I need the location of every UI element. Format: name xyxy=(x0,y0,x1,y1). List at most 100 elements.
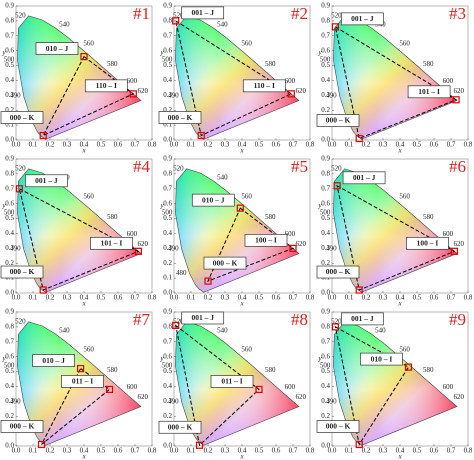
x-tick-label: 0.0 xyxy=(12,294,21,302)
x-tick-label: 0.8 xyxy=(148,447,157,455)
point-label: 011 – I xyxy=(72,377,93,386)
data-point xyxy=(355,440,363,449)
gamut-fill xyxy=(333,168,457,293)
x-tick-label: 0.1 xyxy=(187,447,196,455)
y-tick-label: 0.3 xyxy=(321,397,330,405)
x-axis-label: x xyxy=(81,300,86,308)
x-tick-label: 0.1 xyxy=(29,141,38,149)
gamut-fill xyxy=(333,15,457,140)
x-tick-label: 0.3 xyxy=(63,141,72,149)
x-tick-label: 0.1 xyxy=(345,294,354,302)
y-tick-label: 0.4 xyxy=(163,382,172,390)
data-point xyxy=(76,364,85,373)
wavelength-label: 560 xyxy=(399,346,410,354)
point-label: 000 – K xyxy=(213,258,238,267)
x-tick-label: 0.8 xyxy=(464,447,473,455)
y-tick-label: 0.2 xyxy=(321,412,330,420)
point-label: 101 – I xyxy=(418,87,440,96)
wavelength-label: 500 xyxy=(162,56,173,64)
x-tick-label: 0.2 xyxy=(362,294,371,302)
point-label: 010 – J xyxy=(202,195,225,204)
point-label: 010 – I xyxy=(371,354,393,363)
wavelength-label: 490 xyxy=(168,398,179,406)
x-tick-label: 0.4 xyxy=(238,447,247,455)
y-tick-label: 0.1 xyxy=(163,274,172,282)
wavelength-label: 520 xyxy=(15,164,26,172)
y-tick-label: 0.7 xyxy=(5,31,14,39)
x-tick-label: 0.0 xyxy=(170,141,179,149)
y-tick-label: 0.5 xyxy=(5,61,14,69)
y-tick-label: 0.0 xyxy=(321,136,330,144)
wavelength-label: 520 xyxy=(15,317,26,325)
y-tick-label: 0.6 xyxy=(5,46,14,54)
wavelength-label: 620 xyxy=(453,240,464,248)
x-tick-label: 0.7 xyxy=(289,447,298,455)
y-tick-label: 0.7 xyxy=(5,337,14,345)
x-tick-label: 0.0 xyxy=(170,294,179,302)
wavelength-label: 490 xyxy=(168,92,179,100)
x-tick-label: 0.4 xyxy=(238,294,247,302)
x-tick-label: 0.1 xyxy=(345,447,354,455)
wavelength-label: 600 xyxy=(127,77,138,85)
x-tick-label: 0.5 xyxy=(413,447,422,455)
data-point xyxy=(331,323,339,331)
label-box xyxy=(342,171,386,185)
wavelength-label: 520 xyxy=(331,317,342,325)
panel: 0.00.10.20.30.40.50.60.70.80.00.10.20.30… xyxy=(158,308,315,460)
y-tick-label: 0.6 xyxy=(163,46,172,54)
y-tick-label: 0.4 xyxy=(321,382,330,390)
y-tick-label: 0.9 xyxy=(5,308,14,316)
wavelength-label: 540 xyxy=(217,326,228,334)
x-tick-label: 0.0 xyxy=(12,447,21,455)
x-tick-label: 0.6 xyxy=(430,141,439,149)
y-tick-label: 0.3 xyxy=(163,91,172,99)
y-tick-label: 0.2 xyxy=(5,259,14,267)
label-box xyxy=(341,312,384,326)
wavelength-label: 520 xyxy=(331,164,342,172)
x-tick-label: 0.1 xyxy=(187,294,196,302)
x-axis-label: x xyxy=(397,453,402,460)
y-tick-label: 0.8 xyxy=(321,322,330,330)
y-tick-label: 0.5 xyxy=(321,214,330,222)
gamut-triangle xyxy=(334,25,458,140)
label-box xyxy=(158,111,202,124)
y-tick-label: 0.2 xyxy=(163,412,172,420)
y-tick-label: 0.2 xyxy=(5,412,14,420)
y-tick-label: 0.8 xyxy=(5,16,14,24)
gamut-triangle xyxy=(174,324,260,447)
y-tick-label: 0.7 xyxy=(163,184,172,192)
label-box xyxy=(61,375,104,388)
x-tick-label: 0.3 xyxy=(221,294,230,302)
wavelength-label: 500 xyxy=(4,362,15,370)
y-tick-label: 0.9 xyxy=(5,155,14,163)
x-tick-label: 0.5 xyxy=(255,294,264,302)
label-box xyxy=(244,233,288,247)
label-box xyxy=(316,265,360,279)
wavelength-label: 520 xyxy=(15,11,26,19)
y-axis-label: y xyxy=(317,202,322,210)
data-point xyxy=(172,321,180,329)
y-tick-label: 0.4 xyxy=(5,76,14,84)
x-tick-label: 0.6 xyxy=(114,447,123,455)
y-tick-label: 0.3 xyxy=(5,397,14,405)
gamut-fill xyxy=(175,15,299,140)
panel-title: #4 xyxy=(133,157,151,176)
y-tick-label: 0.0 xyxy=(163,289,172,297)
point-label: 000 – K xyxy=(326,116,351,125)
wavelength-label: 490 xyxy=(10,92,21,100)
x-tick-label: 0.7 xyxy=(289,294,298,302)
data-point xyxy=(195,441,204,449)
wavelength-label: 620 xyxy=(453,87,464,95)
wavelength-label: 600 xyxy=(285,77,296,85)
wavelength-label: 490 xyxy=(10,245,21,253)
y-tick-label: 0.1 xyxy=(5,121,14,129)
x-tick-label: 0.5 xyxy=(97,447,106,455)
y-tick-label: 0.0 xyxy=(163,136,172,144)
y-tick-label: 0.4 xyxy=(5,382,14,390)
x-tick-label: 0.3 xyxy=(221,141,230,149)
point-label: 001 – J xyxy=(35,176,58,185)
wavelength-label: 580 xyxy=(107,213,118,221)
wavelength-label: 540 xyxy=(375,326,386,334)
wavelength-label: 500 xyxy=(320,362,331,370)
